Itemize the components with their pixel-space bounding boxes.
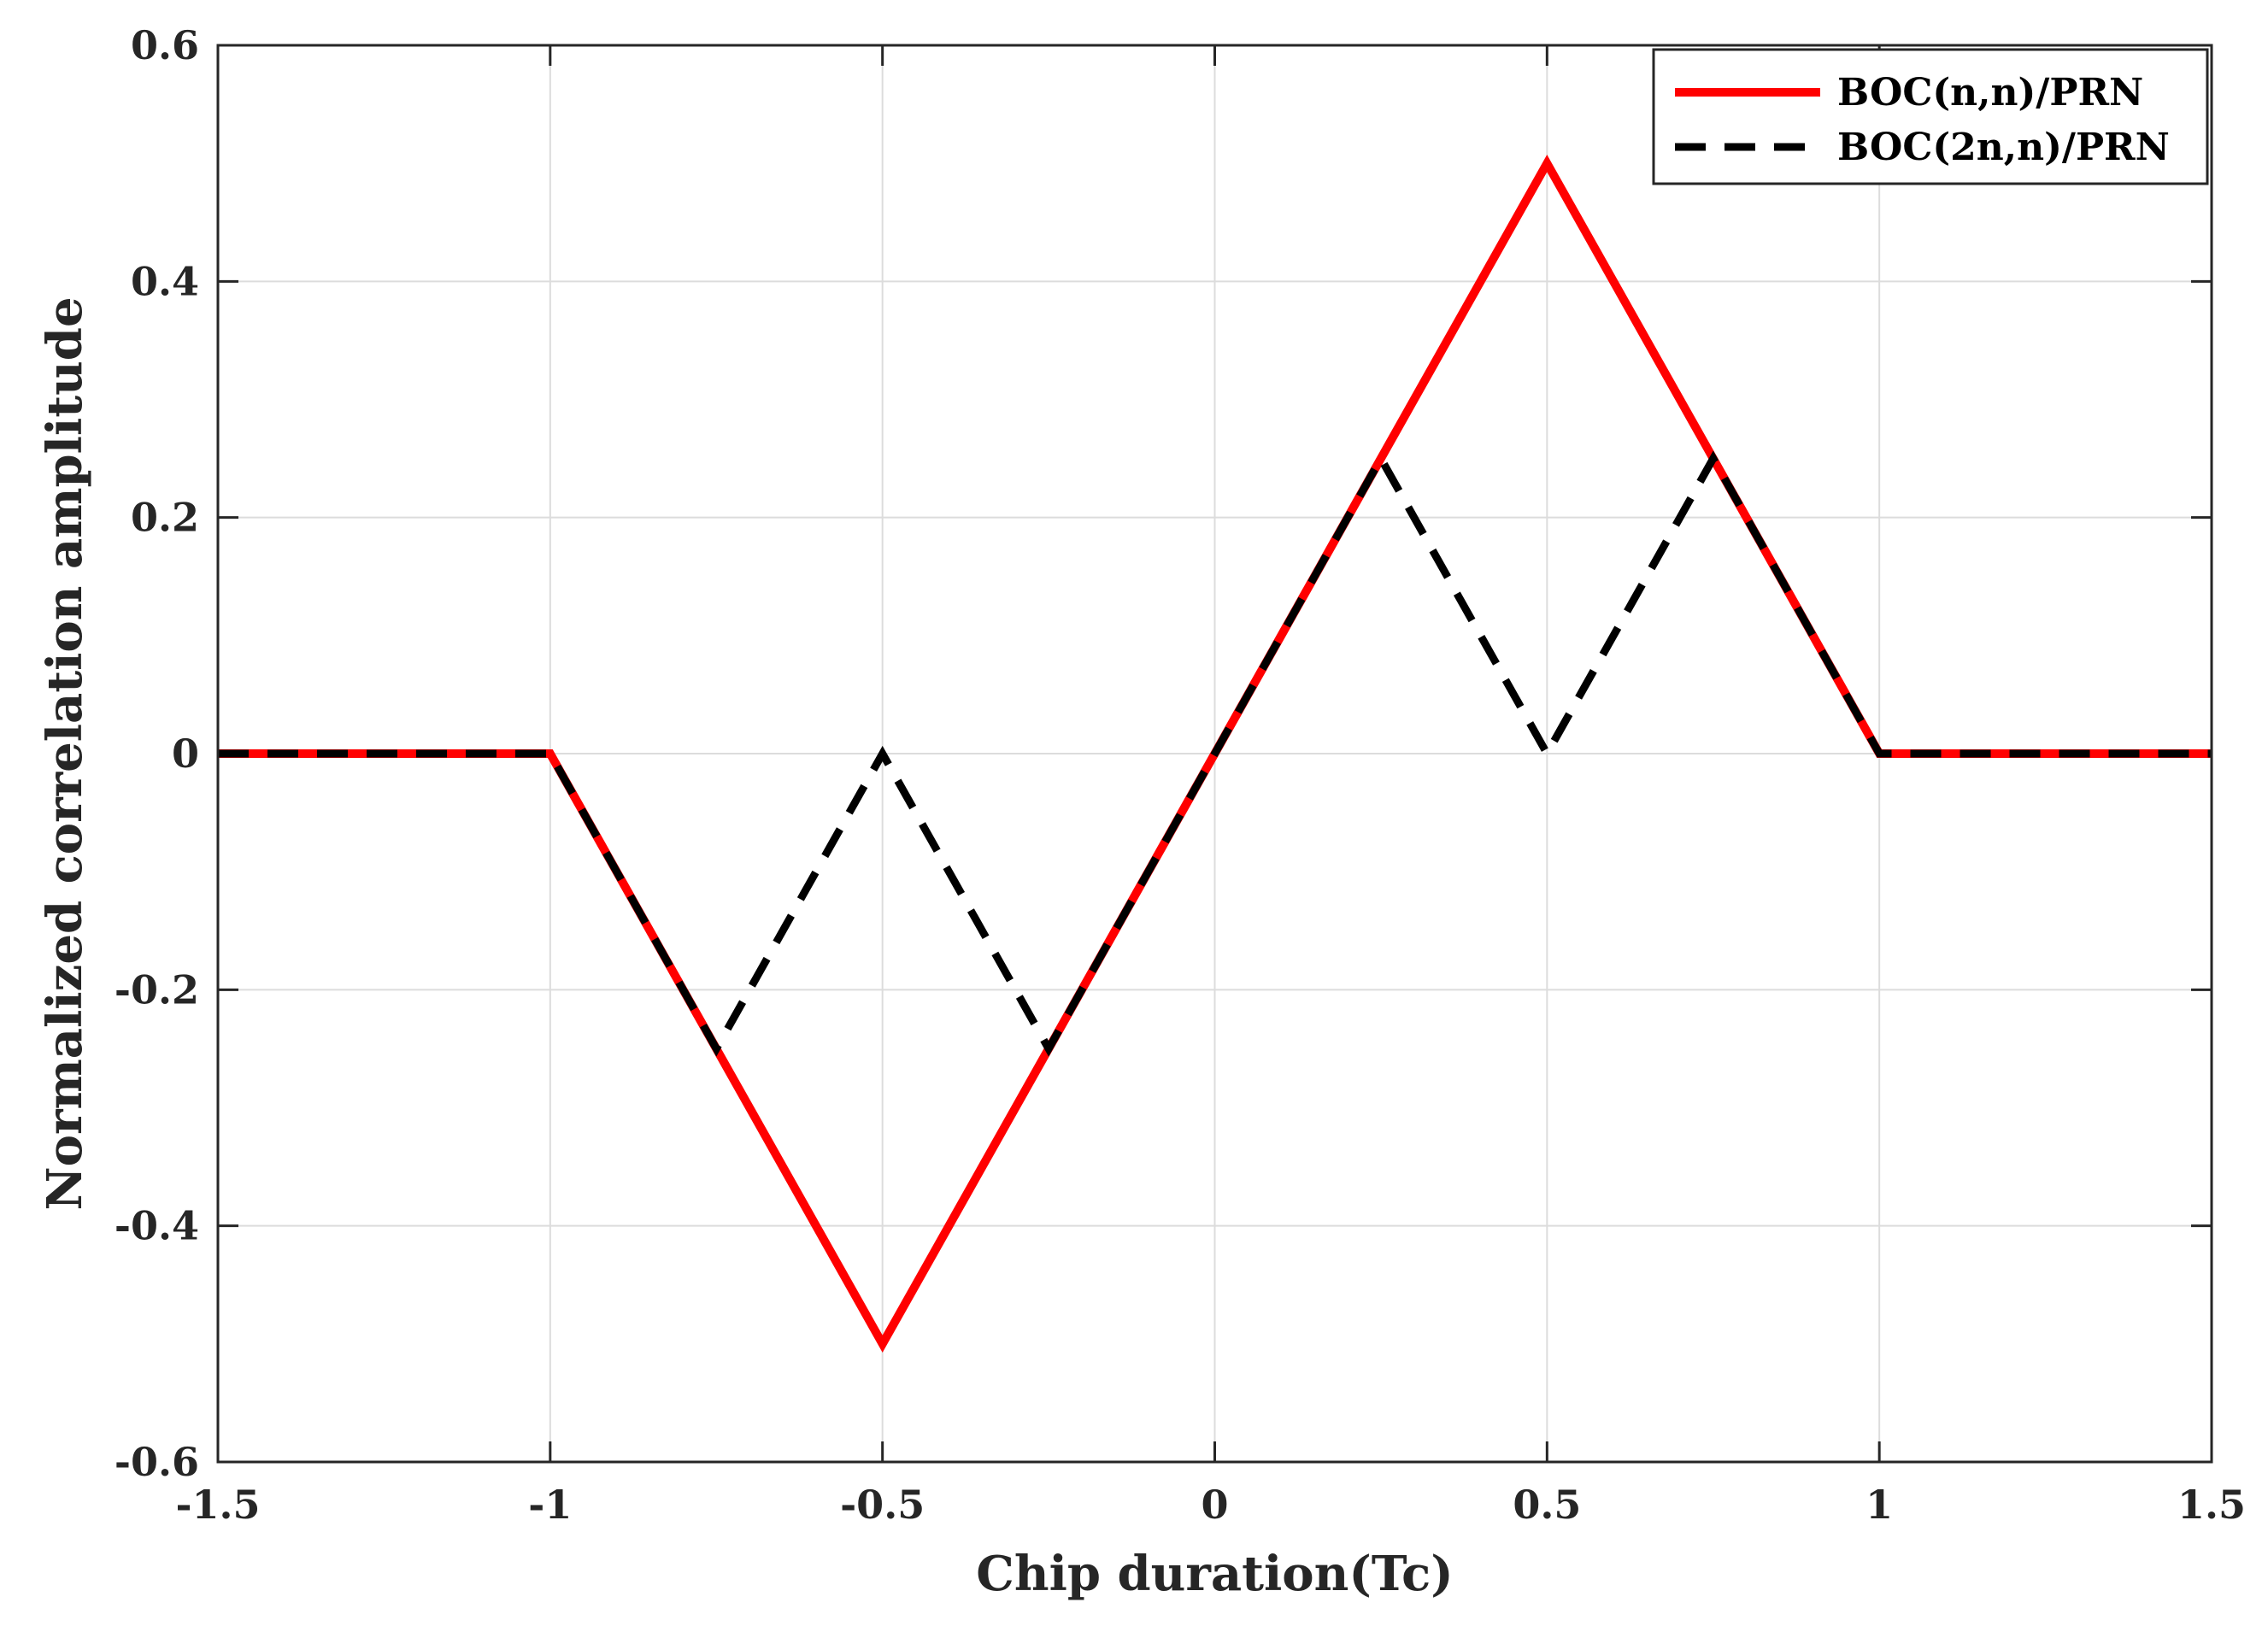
legend-label-boc-2n-n: BOC(2n,n)/PRN xyxy=(1837,126,2170,169)
x-tick-label: 1 xyxy=(1866,1482,1893,1528)
x-axis-label: Chip duration(Tc) xyxy=(976,1546,1453,1602)
legend-box xyxy=(1652,48,2209,185)
x-tick-label: -0.5 xyxy=(840,1482,925,1528)
series-line-boc-2n-n xyxy=(218,450,2212,1057)
x-tick-label: 1.5 xyxy=(2177,1482,2246,1528)
y-tick-label: -0.6 xyxy=(115,1439,199,1485)
x-tick-label: -1 xyxy=(528,1482,572,1528)
y-tick-label: 0.6 xyxy=(131,22,199,68)
x-tick-label: -1.5 xyxy=(175,1482,260,1528)
y-tick-label: 0.4 xyxy=(131,258,199,304)
plot-frame xyxy=(216,44,2213,1464)
y-tick-label: -0.4 xyxy=(115,1203,199,1249)
y-tick-label: -0.2 xyxy=(115,966,199,1013)
y-tick-label: 0 xyxy=(172,731,199,777)
y-tick-label: 0.2 xyxy=(131,495,199,541)
series-lines xyxy=(218,155,2212,1353)
legend: BOC(n,n)/PRN BOC(2n,n)/PRN xyxy=(1652,48,2209,185)
y-axis-label: Normalized correlation amplitude xyxy=(37,296,93,1210)
x-tick-label: 0 xyxy=(1201,1482,1228,1528)
legend-label-boc-n-n: BOC(n,n)/PRN xyxy=(1837,71,2143,114)
x-tick-label: 0.5 xyxy=(1513,1482,1581,1528)
tick-labels: -1.5 -1 -0.5 0 0.5 1 1.5 -0.6 -0.4 -0.2 0 0.2 0.4 0.6 xyxy=(115,22,2246,1528)
